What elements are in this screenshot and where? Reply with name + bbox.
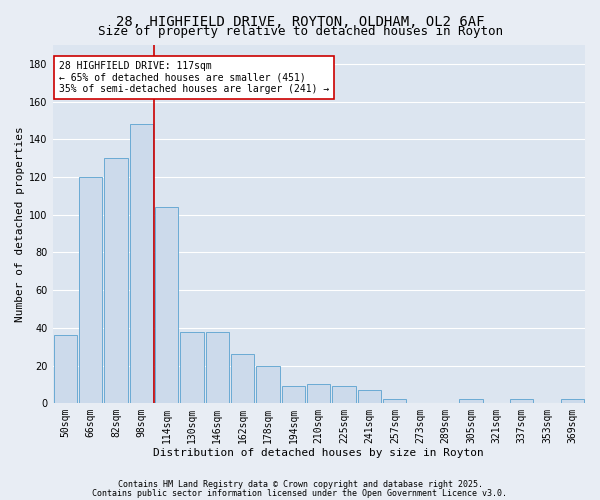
Bar	[307, 384, 331, 403]
Text: 28 HIGHFIELD DRIVE: 117sqm
← 65% of detached houses are smaller (451)
35% of sem: 28 HIGHFIELD DRIVE: 117sqm ← 65% of deta…	[59, 61, 329, 94]
Bar	[256, 366, 280, 403]
Bar	[358, 390, 381, 403]
Text: Contains public sector information licensed under the Open Government Licence v3: Contains public sector information licen…	[92, 488, 508, 498]
X-axis label: Distribution of detached houses by size in Royton: Distribution of detached houses by size …	[154, 448, 484, 458]
Bar	[130, 124, 153, 403]
Bar	[53, 336, 77, 403]
Bar	[206, 332, 229, 403]
Y-axis label: Number of detached properties: Number of detached properties	[15, 126, 25, 322]
Bar	[155, 207, 178, 403]
Bar	[79, 177, 102, 403]
Bar	[560, 400, 584, 403]
Bar	[383, 400, 406, 403]
Bar	[282, 386, 305, 403]
Bar	[332, 386, 356, 403]
Bar	[510, 400, 533, 403]
Bar	[181, 332, 203, 403]
Bar	[459, 400, 482, 403]
Text: Contains HM Land Registry data © Crown copyright and database right 2025.: Contains HM Land Registry data © Crown c…	[118, 480, 482, 489]
Text: Size of property relative to detached houses in Royton: Size of property relative to detached ho…	[97, 25, 503, 38]
Bar	[231, 354, 254, 403]
Bar	[104, 158, 128, 403]
Text: 28, HIGHFIELD DRIVE, ROYTON, OLDHAM, OL2 6AF: 28, HIGHFIELD DRIVE, ROYTON, OLDHAM, OL2…	[116, 15, 484, 29]
